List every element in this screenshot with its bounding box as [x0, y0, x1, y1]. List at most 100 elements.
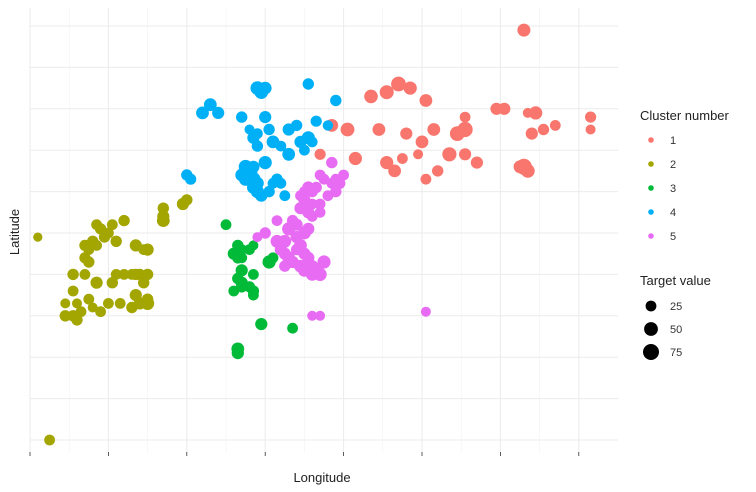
data-point-cluster-5: [290, 218, 303, 231]
data-point-cluster-5: [326, 156, 338, 169]
data-point-cluster-2: [118, 269, 130, 280]
data-point-cluster-5: [307, 310, 318, 321]
legend-color-label: 3: [670, 183, 676, 195]
data-point-cluster-4: [258, 156, 272, 170]
data-point-cluster-4: [275, 140, 287, 152]
data-point-cluster-4: [244, 124, 255, 135]
data-point-cluster-5: [330, 173, 342, 185]
data-point-cluster-4: [306, 136, 318, 148]
data-point-cluster-5: [294, 259, 307, 273]
legend-color-label: 2: [670, 159, 676, 171]
data-point-cluster-1: [449, 126, 465, 141]
data-point-cluster-2: [181, 194, 193, 206]
x-axis-label: Longitude: [293, 470, 350, 485]
data-point-cluster-1: [427, 123, 441, 136]
legend-color-key: [648, 137, 654, 143]
data-point-cluster-2: [114, 298, 126, 309]
data-point-cluster-2: [87, 302, 98, 313]
legend-color-key: [648, 209, 654, 215]
data-point-cluster-4: [258, 81, 272, 95]
data-point-cluster-2: [141, 293, 154, 305]
data-point-cluster-4: [267, 177, 279, 189]
data-point-cluster-1: [415, 135, 429, 149]
data-point-cluster-1: [380, 156, 394, 170]
data-point-cluster-5: [330, 185, 342, 198]
data-point-cluster-1: [537, 123, 550, 136]
legend-color-title: Cluster number: [640, 108, 730, 123]
data-point-cluster-1: [391, 76, 406, 92]
data-point-cluster-1: [517, 23, 531, 37]
legend-color-label: 5: [670, 231, 676, 243]
data-point-cluster-2: [106, 219, 118, 231]
data-point-cluster-1: [549, 120, 561, 131]
data-point-cluster-1: [403, 81, 417, 95]
data-point-cluster-5: [299, 202, 310, 214]
data-point-cluster-5: [306, 185, 318, 198]
data-point-cluster-5: [420, 306, 431, 317]
legend-size-key: [645, 300, 657, 312]
data-point-cluster-2: [118, 214, 130, 227]
data-point-cluster-4: [251, 176, 264, 190]
legend-color-key: [648, 233, 654, 239]
data-point-cluster-1: [520, 164, 535, 178]
data-point-cluster-3: [287, 322, 298, 334]
points: [33, 23, 597, 446]
data-point-cluster-4: [282, 147, 296, 161]
data-point-cluster-1: [364, 89, 378, 104]
data-point-cluster-1: [372, 123, 386, 136]
data-point-cluster-1: [348, 151, 362, 166]
data-point-cluster-4: [235, 168, 249, 182]
data-point-cluster-5: [315, 310, 326, 321]
data-point-cluster-3: [248, 269, 259, 280]
legend-size-key: [643, 344, 659, 360]
legend-size-label: 25: [670, 301, 682, 313]
data-point-cluster-3: [248, 240, 259, 251]
data-point-cluster-4: [302, 78, 314, 90]
data-point-cluster-2: [72, 298, 82, 309]
data-point-cluster-2: [83, 256, 95, 268]
data-point-cluster-4: [251, 140, 264, 152]
data-point-cluster-4: [290, 119, 303, 132]
data-point-cluster-2: [83, 244, 95, 256]
data-point-cluster-1: [498, 102, 511, 115]
data-point-cluster-2: [98, 231, 111, 243]
legend-size-title: Target value: [640, 273, 711, 288]
data-point-cluster-4: [263, 123, 275, 136]
data-point-cluster-4: [299, 144, 310, 156]
data-point-cluster-1: [388, 164, 401, 178]
data-point-cluster-2: [59, 310, 71, 322]
data-point-cluster-1: [585, 111, 597, 123]
data-point-cluster-1: [400, 127, 413, 140]
data-point-cluster-2: [90, 276, 103, 289]
legend-color-label: 4: [670, 207, 676, 219]
legend-size-key: [644, 322, 658, 336]
data-point-cluster-2: [110, 269, 122, 280]
data-point-cluster-3: [255, 318, 268, 331]
data-point-cluster-4: [310, 115, 322, 127]
data-point-cluster-2: [33, 232, 43, 242]
data-point-cluster-3: [248, 289, 259, 301]
data-point-cluster-1: [413, 149, 424, 160]
data-point-cluster-1: [470, 156, 483, 169]
data-point-cluster-5: [290, 243, 303, 256]
data-point-cluster-5: [279, 260, 291, 272]
data-point-cluster-5: [314, 198, 326, 210]
data-point-cluster-2: [103, 298, 114, 309]
data-point-cluster-5: [252, 232, 263, 243]
legend-color-key: [648, 185, 654, 191]
data-point-cluster-2: [83, 293, 95, 305]
data-point-cluster-2: [110, 235, 122, 247]
data-point-cluster-1: [419, 94, 433, 107]
data-point-cluster-3: [236, 281, 248, 293]
legend-color-label: 1: [670, 135, 676, 147]
legend-size-label: 50: [670, 324, 682, 336]
data-point-cluster-1: [432, 165, 444, 177]
data-point-cluster-4: [259, 111, 272, 124]
legend-color-key: [648, 161, 654, 167]
data-point-cluster-2: [67, 285, 79, 297]
data-point-cluster-5: [317, 255, 331, 269]
data-point-cluster-1: [340, 122, 355, 137]
data-point-cluster-4: [322, 120, 334, 131]
data-point-cluster-2: [106, 277, 119, 289]
